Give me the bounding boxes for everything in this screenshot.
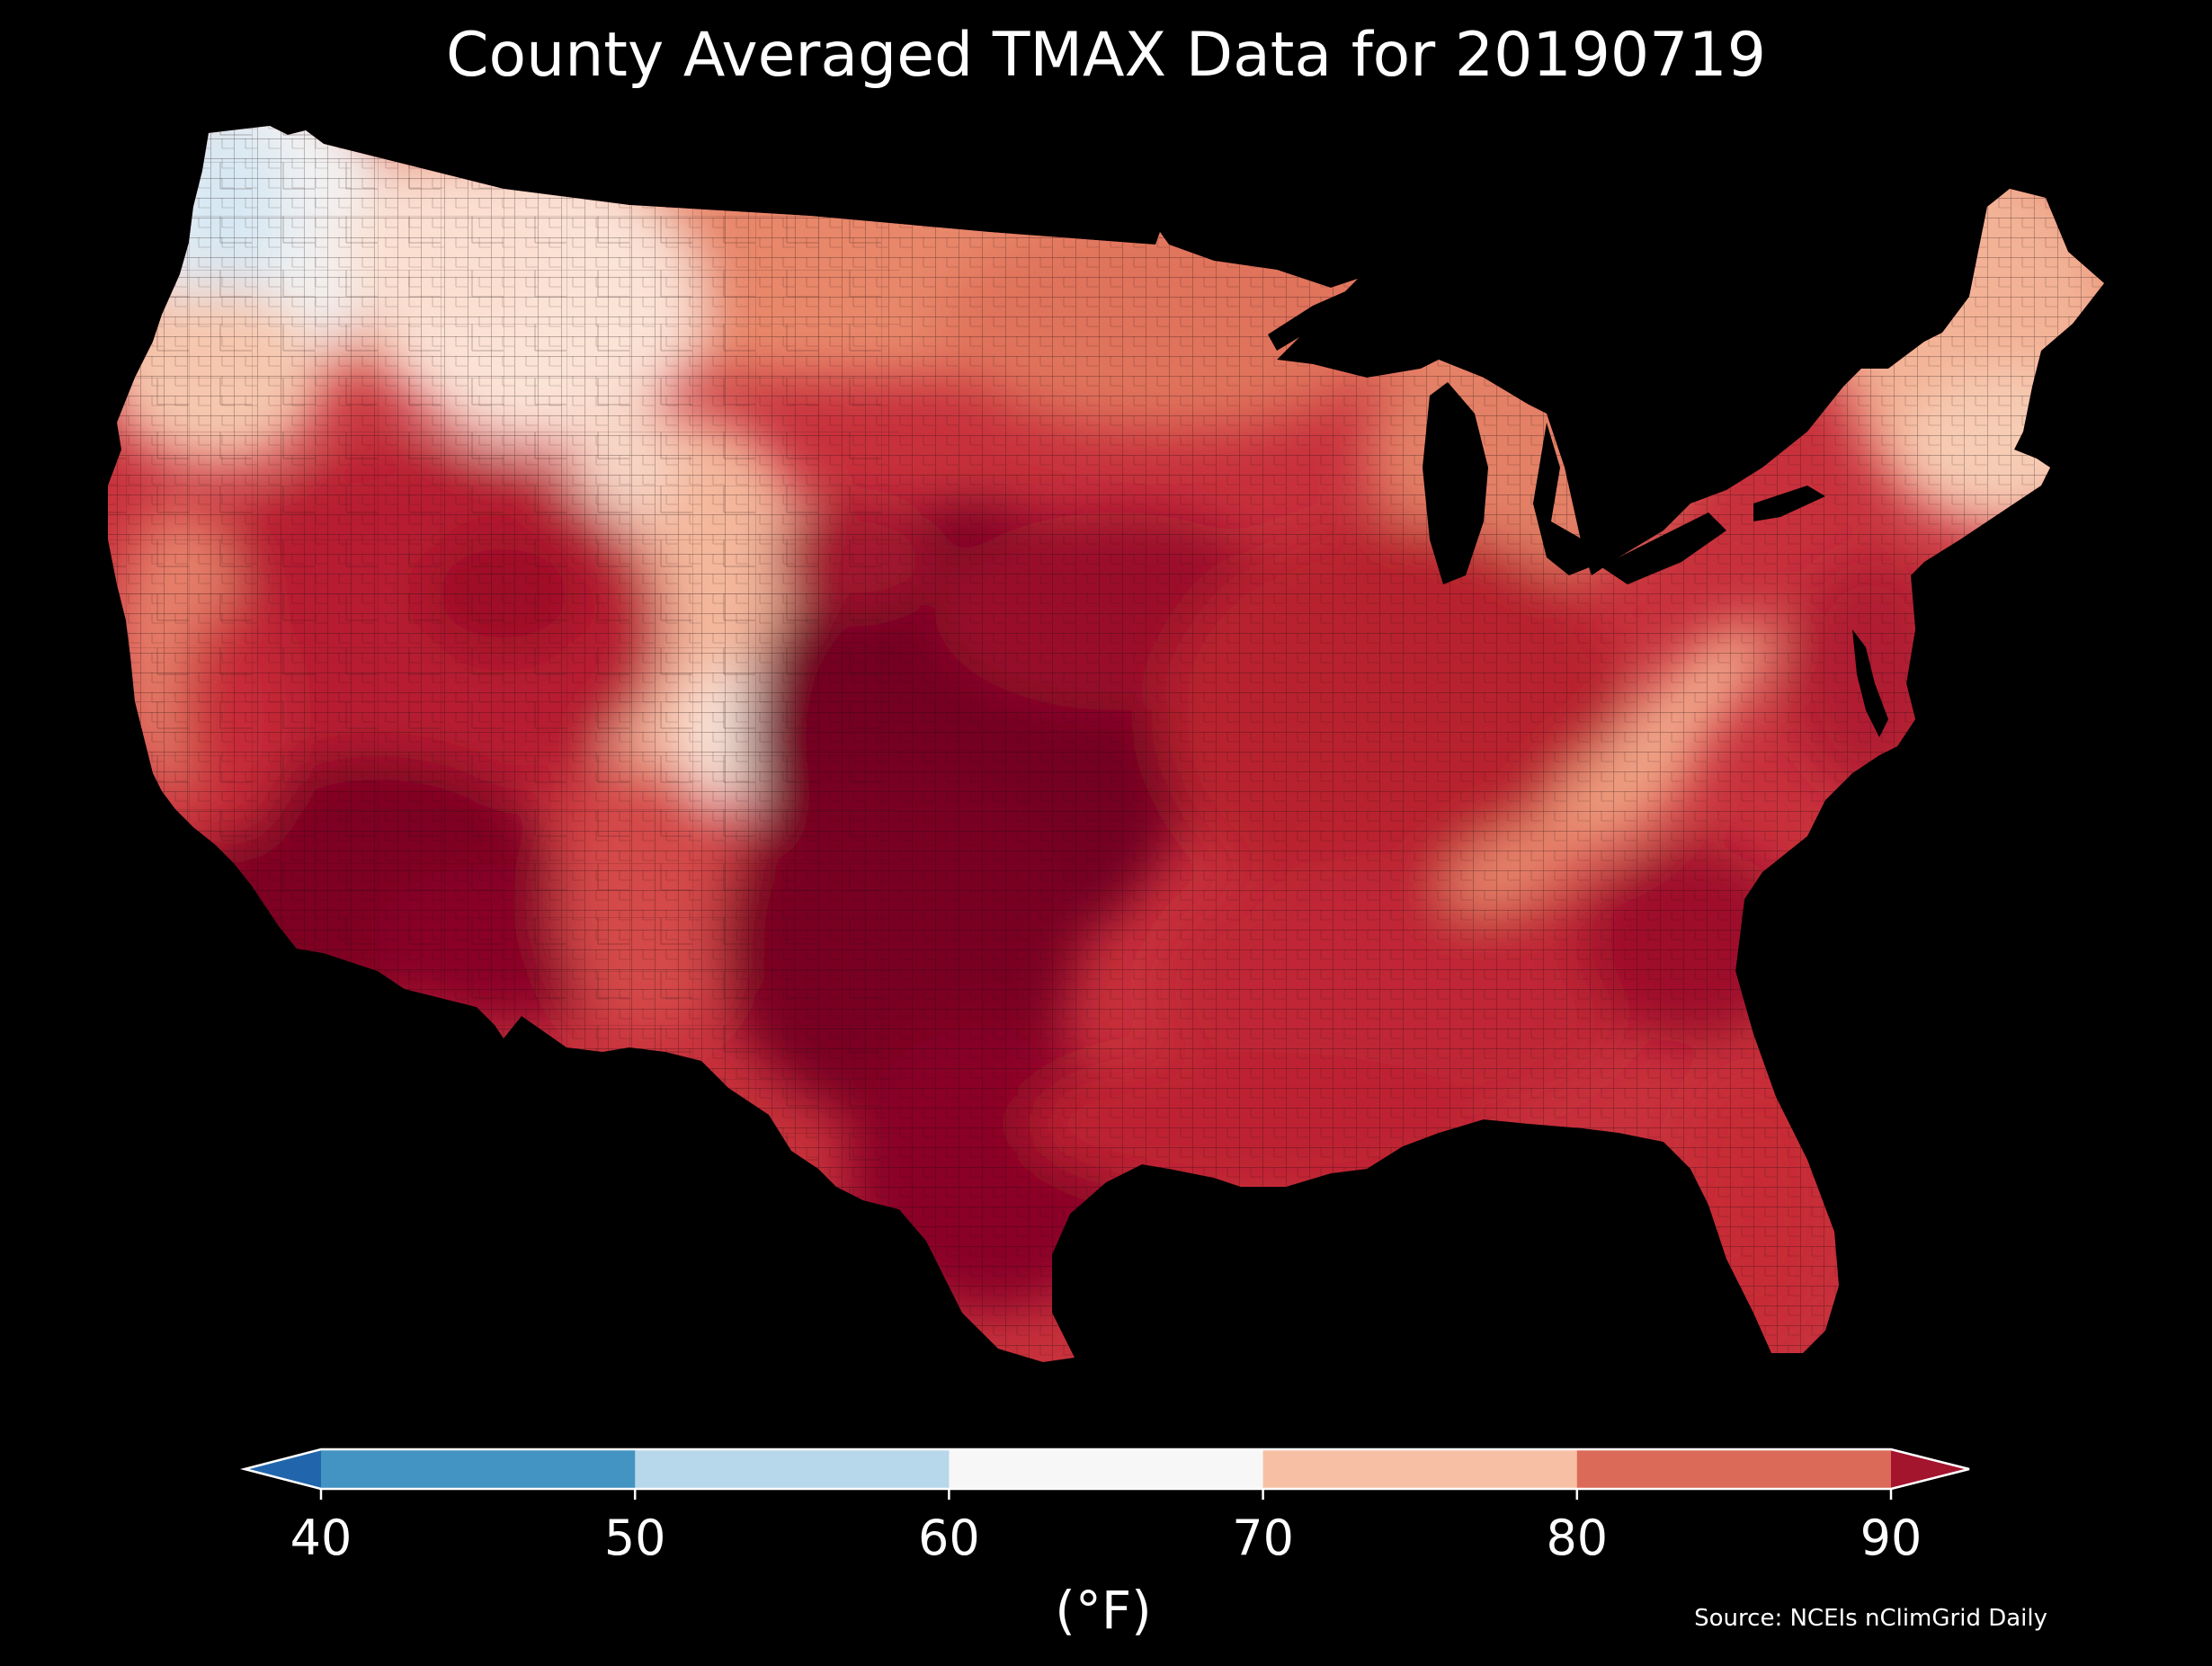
chesapeake-bay bbox=[1852, 629, 1888, 737]
great-lakes bbox=[1268, 286, 1825, 584]
colorbar-extend-low bbox=[245, 1449, 321, 1489]
colorbar-tick-label: 50 bbox=[603, 1510, 666, 1566]
colorbar-bin-50-60 bbox=[635, 1449, 950, 1489]
colorbar-tick-label: 70 bbox=[1232, 1510, 1294, 1566]
colorbar-bin-60-70 bbox=[949, 1449, 1264, 1489]
colorbar-tick-label: 90 bbox=[1860, 1510, 1922, 1566]
map-title: County Averaged TMAX Data for 20190719 bbox=[446, 20, 1766, 91]
source-credit: Source: NCEIs nClimGrid Daily bbox=[1694, 1605, 2047, 1632]
colorbar-unit-label: (°F) bbox=[1055, 1580, 1152, 1641]
colorbar-tick-label: 40 bbox=[290, 1510, 352, 1566]
colorbar-tick-label: 80 bbox=[1546, 1510, 1609, 1566]
colorbar-bin-40-50 bbox=[321, 1449, 636, 1489]
colorbar-bin-80-90 bbox=[1576, 1449, 1892, 1489]
colorbar-bin-70-80 bbox=[1262, 1449, 1578, 1489]
colorbar-extend-high bbox=[1891, 1449, 1969, 1489]
colorbar-tick-label: 60 bbox=[918, 1510, 980, 1566]
